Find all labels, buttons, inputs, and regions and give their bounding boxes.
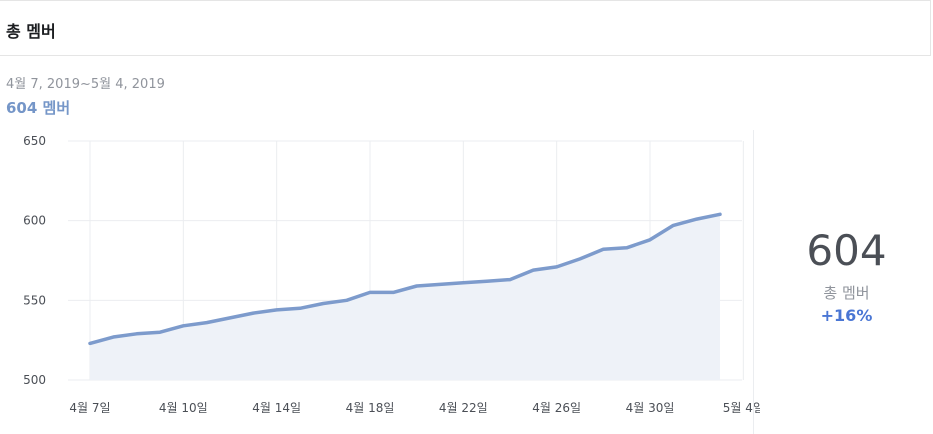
total-member-label: 총 멤버 <box>823 284 870 302</box>
x-tick-label: 4월 10일 <box>159 401 208 415</box>
x-tick-label: 4월 26일 <box>532 401 581 415</box>
card-title: 총 멤버 <box>6 22 56 41</box>
y-tick-label: 550 <box>23 293 46 307</box>
series-area <box>90 214 720 380</box>
x-tick-label: 4월 14일 <box>252 401 301 415</box>
x-tick-label: 4월 7일 <box>69 401 110 415</box>
x-tick-label: 4월 18일 <box>346 401 395 415</box>
growth-percentage: +16% <box>820 306 873 325</box>
total-member-count: 604 <box>806 226 887 275</box>
y-tick-label: 500 <box>23 373 46 387</box>
card-header: 총 멤버 <box>0 0 931 56</box>
member-count-summary: 604 멤버 <box>6 99 71 117</box>
members-chart: 500 550 600 650 4월 7일 4월 10일 4월 14일 4월 18일 4월 22… <box>0 125 760 434</box>
x-tick-label: 4월 30일 <box>626 401 675 415</box>
chart-svg: 500 550 600 650 4월 7일 4월 10일 4월 14일 4월 18일 4월 22… <box>23 134 760 415</box>
date-range: 4월 7, 2019~5월 4, 2019 <box>6 77 165 92</box>
y-tick-label: 600 <box>23 214 46 228</box>
divider <box>753 130 754 434</box>
x-tick-label: 5월 4일 <box>723 401 760 415</box>
series-line <box>88 212 722 346</box>
y-tick-label: 650 <box>23 134 46 148</box>
x-tick-label: 4월 22일 <box>439 401 488 415</box>
